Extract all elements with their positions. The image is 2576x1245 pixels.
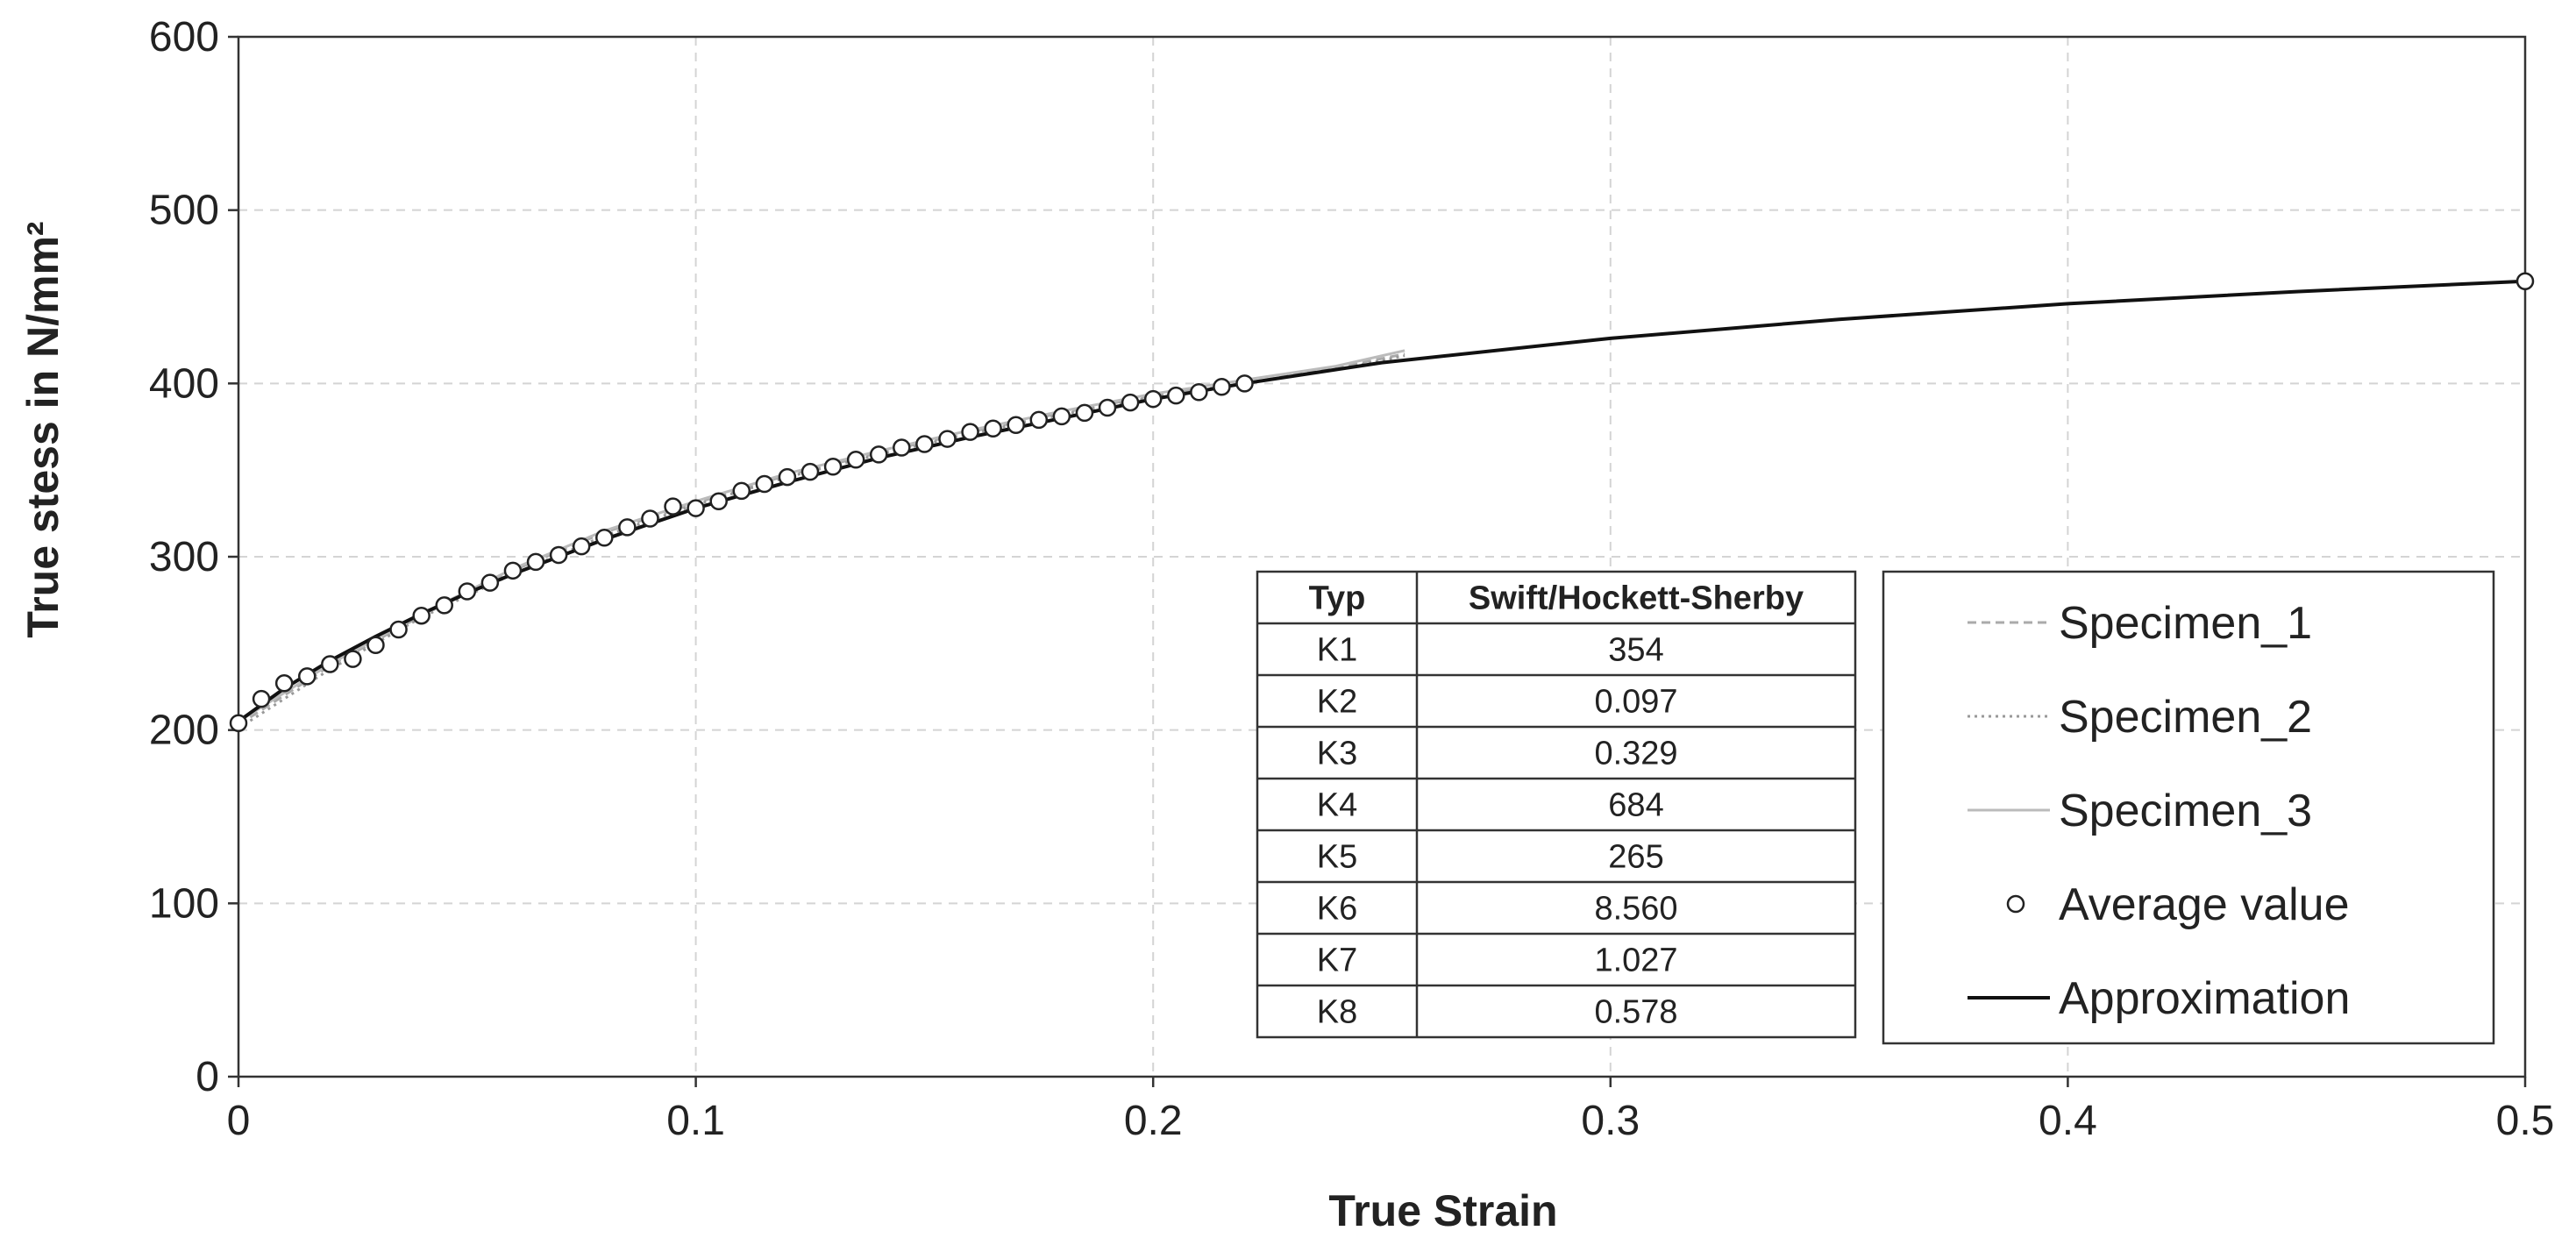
legend-entry-average-value: Average value — [2006, 879, 2350, 930]
average-point-35 — [1029, 410, 1049, 430]
average-point-19 — [664, 497, 682, 516]
average-point-29 — [893, 438, 911, 457]
legend-label-average-value: Average value — [2059, 879, 2350, 930]
axis-ticks: 0 0.1 0.2 0.3 0.4 0.5 0 100 200 300 400 500 600 — [149, 14, 2554, 1144]
table-cell-value-6: 8.560 — [1594, 891, 1677, 928]
average-point-13 — [526, 552, 545, 572]
average-point-11 — [480, 573, 500, 592]
legend-label-specimen-3: Specimen_3 — [2059, 786, 2312, 836]
table-cell-value-4: 684 — [1608, 787, 1663, 824]
y-tick-label-0: 0 — [196, 1054, 219, 1100]
average-point-20 — [687, 499, 705, 517]
legend: Specimen_1 Specimen_2 Specimen_3 Average va… — [1882, 570, 2495, 1045]
parameter-table: Typ Swift/Hockett-Sherby K1 354 K2 0.097 K3 0.3… — [1256, 570, 1857, 1039]
table-frame — [1256, 570, 1857, 1039]
table-cell-key-8: K8 — [1317, 994, 1357, 1031]
average-point-14 — [549, 545, 568, 565]
average-point-4 — [321, 655, 339, 673]
average-point-34 — [1007, 416, 1025, 435]
average-point-38 — [1098, 398, 1117, 417]
y-tick-label-5: 500 — [149, 188, 219, 234]
x-tick-label-1: 0.1 — [666, 1098, 725, 1144]
table-header-typ: Typ — [1309, 580, 1366, 617]
average-point-6 — [366, 636, 385, 655]
legend-entry-specimen-3: Specimen_3 — [1968, 786, 2312, 836]
average-point-0 — [229, 714, 248, 733]
legend-entry-approximation: Approximation — [1968, 973, 2350, 1024]
average-point-37 — [1075, 403, 1094, 423]
y-axis-title: True stess in N/mm² — [18, 221, 68, 637]
average-point-21 — [709, 492, 728, 510]
y-tick-label-3: 300 — [149, 534, 219, 580]
legend-entry-specimen-1: Specimen_1 — [1968, 598, 2312, 649]
x-tick-label-2: 0.2 — [1124, 1098, 1183, 1144]
average-point-42 — [1190, 382, 1208, 402]
average-point-45 — [2516, 272, 2535, 290]
legend-label-specimen-1: Specimen_1 — [2059, 598, 2312, 649]
legend-label-specimen-2: Specimen_2 — [2059, 692, 2312, 743]
table-cell-value-5: 265 — [1608, 839, 1663, 876]
x-tick-label-3: 0.3 — [1581, 1098, 1640, 1144]
table-header-model: Swift/Hockett-Sherby — [1469, 580, 1804, 617]
legend-entry-specimen-2: Specimen_2 — [1968, 692, 2312, 743]
average-point-18 — [641, 509, 659, 528]
average-point-44 — [1235, 374, 1254, 393]
average-point-30 — [915, 435, 934, 453]
average-point-39 — [1121, 393, 1140, 412]
average-point-9 — [435, 596, 453, 615]
table-cell-key-7: K7 — [1317, 943, 1357, 979]
average-point-3 — [297, 667, 317, 686]
table-cell-value-3: 0.329 — [1594, 736, 1677, 772]
average-point-1 — [252, 689, 271, 708]
average-point-31 — [938, 430, 957, 448]
series-average-value — [229, 272, 2535, 733]
table-cell-key-5: K5 — [1317, 839, 1357, 876]
average-point-5 — [344, 650, 362, 668]
average-point-10 — [458, 582, 477, 601]
table-cell-key-4: K4 — [1317, 787, 1357, 824]
x-tick-label-5: 0.5 — [2496, 1098, 2555, 1144]
table-cell-value-7: 1.027 — [1594, 943, 1677, 979]
table-cell-value-1: 354 — [1608, 632, 1663, 669]
x-axis-title: True Strain — [1328, 1186, 1557, 1235]
average-point-26 — [823, 457, 843, 476]
average-point-41 — [1167, 386, 1185, 405]
average-point-28 — [869, 445, 888, 464]
y-tick-label-4: 400 — [149, 360, 219, 407]
table-cell-value-2: 0.097 — [1594, 684, 1677, 721]
x-tick-label-0: 0 — [227, 1098, 251, 1144]
average-point-24 — [778, 467, 797, 487]
table-cell-key-3: K3 — [1317, 736, 1357, 772]
y-tick-label-2: 200 — [149, 708, 219, 754]
series-layer — [229, 272, 2535, 733]
y-tick-label-6: 600 — [149, 14, 219, 60]
legend-label-approximation: Approximation — [2059, 973, 2350, 1024]
table-cell-value-8: 0.578 — [1594, 994, 1677, 1031]
average-point-17 — [618, 518, 637, 537]
average-point-25 — [801, 462, 820, 481]
average-point-36 — [1052, 407, 1071, 426]
average-point-16 — [595, 529, 614, 547]
average-point-22 — [732, 481, 751, 501]
y-tick-label-1: 100 — [149, 880, 219, 927]
legend-marker-average-value — [2006, 894, 2025, 914]
average-point-43 — [1213, 378, 1231, 396]
average-point-15 — [572, 537, 591, 556]
average-point-40 — [1143, 389, 1163, 409]
average-point-32 — [961, 423, 979, 441]
average-point-12 — [503, 561, 523, 580]
average-point-23 — [755, 474, 774, 494]
table-cell-key-2: K2 — [1317, 684, 1357, 721]
x-tick-label-4: 0.4 — [2039, 1098, 2097, 1144]
average-point-2 — [274, 674, 294, 693]
average-point-27 — [846, 451, 865, 469]
average-point-33 — [984, 419, 1002, 438]
table-cell-key-6: K6 — [1317, 891, 1357, 928]
average-point-8 — [412, 606, 431, 625]
table-cell-key-1: K1 — [1317, 632, 1357, 669]
average-point-7 — [389, 620, 408, 639]
legend-frame — [1882, 570, 2495, 1045]
